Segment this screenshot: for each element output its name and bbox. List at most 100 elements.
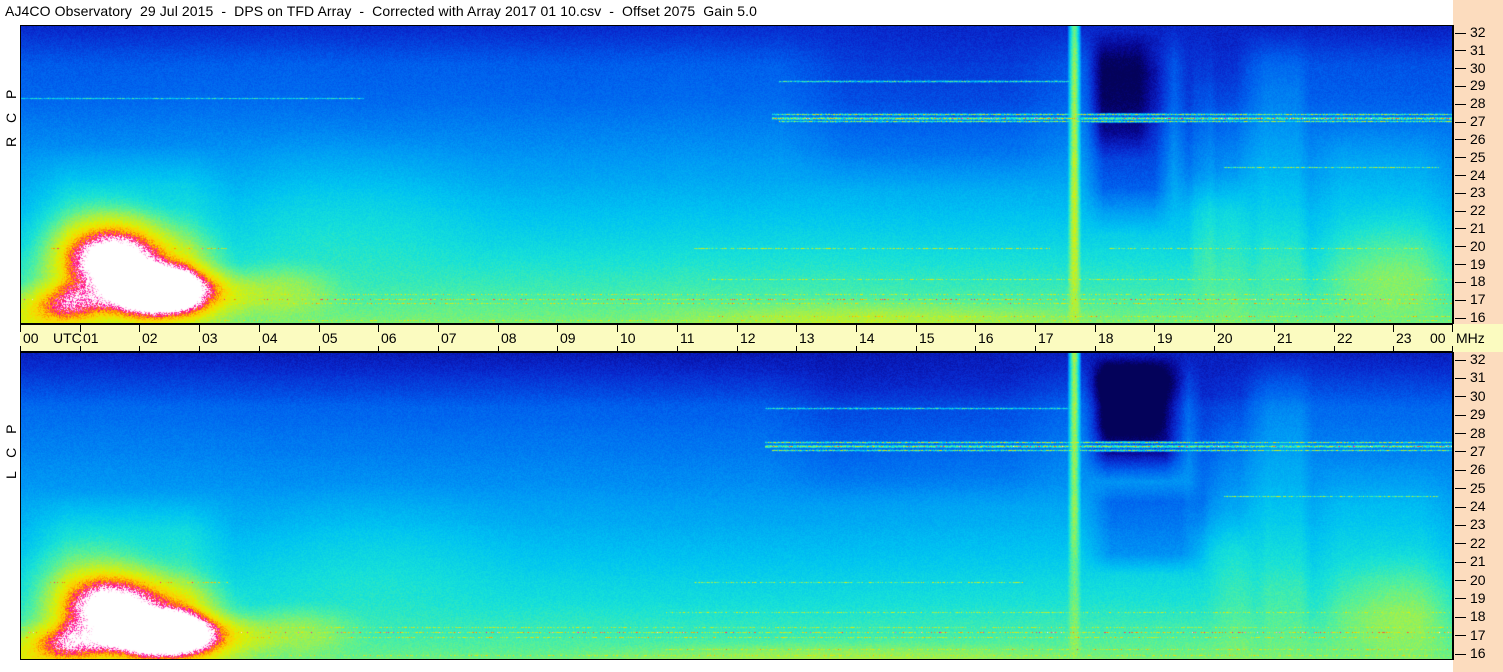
- time-tick-label: 20: [1217, 330, 1233, 346]
- time-tick: [20, 346, 21, 353]
- time-tick: [319, 346, 320, 353]
- time-tick-label: 19: [1157, 330, 1173, 346]
- frequency-tick-mark: [1455, 139, 1466, 141]
- time-tick-label: 13: [799, 330, 815, 346]
- time-tick: [1214, 325, 1215, 332]
- frequency-tick-mark: [1455, 281, 1466, 283]
- time-tick: [677, 325, 678, 332]
- frequency-axis-lcp: 32 31 30 29 28 27 26 25 24 23 22 21 20 19 18 17 16: [1453, 351, 1503, 672]
- frequency-tick-mark: [1455, 506, 1466, 508]
- time-tick: [975, 325, 976, 332]
- time-tick: [1035, 346, 1036, 353]
- frequency-tick-mark: [1455, 598, 1466, 600]
- frequency-tick-mark: [1455, 68, 1466, 70]
- frequency-tick-mark: [1455, 524, 1466, 526]
- time-tick-label: 00: [1430, 330, 1446, 346]
- frequency-tick-label: 16: [1470, 645, 1486, 661]
- frequency-tick-mark: [1455, 103, 1466, 105]
- time-tick: [856, 325, 857, 332]
- spectrogram-panel-lcp[interactable]: [20, 352, 1453, 660]
- frequency-tick-label: 24: [1470, 498, 1486, 514]
- frequency-tick-mark: [1455, 157, 1466, 159]
- frequency-tick-mark: [1455, 210, 1466, 212]
- frequency-tick-label: 20: [1470, 571, 1486, 588]
- frequency-tick-mark: [1455, 561, 1466, 563]
- frequency-tick-mark: [1455, 469, 1466, 471]
- frequency-tick-label: 23: [1470, 184, 1486, 201]
- frequency-tick-mark: [1455, 50, 1466, 52]
- frequency-tick-label: 19: [1470, 589, 1486, 606]
- time-tick: [1452, 325, 1453, 332]
- frequency-tick-label: 32: [1470, 24, 1486, 40]
- time-tick: [975, 346, 976, 353]
- frequency-tick-label: 18: [1470, 608, 1486, 625]
- frequency-tick-label: 29: [1470, 406, 1486, 423]
- spectrogram-panel-rcp[interactable]: [20, 25, 1453, 324]
- time-tick: [1035, 325, 1036, 332]
- time-tick-label: 00: [23, 330, 39, 346]
- time-tick-label: 16: [978, 330, 994, 346]
- frequency-tick-label: 25: [1470, 148, 1486, 165]
- time-tick-label: 18: [1098, 330, 1114, 346]
- frequency-tick-mark: [1455, 414, 1466, 416]
- time-tick-label: 12: [740, 330, 756, 346]
- time-tick: [80, 325, 81, 332]
- frequency-axis-rule-rcp: [1453, 25, 1454, 324]
- time-axis: 00 01 02 03 04 05 06 07 08 09 10 11 12 13 14 15 16 17 18 19…: [20, 324, 1453, 353]
- time-tick: [1334, 325, 1335, 332]
- frequency-tick-mark: [1455, 433, 1466, 434]
- time-tick-label: 21: [1277, 330, 1293, 346]
- frequency-tick-label: 32: [1470, 351, 1486, 367]
- frequency-tick-label: 21: [1470, 219, 1486, 236]
- time-tick-label: 03: [202, 330, 218, 346]
- frequency-tick-label: 26: [1470, 461, 1486, 478]
- time-tick: [1214, 346, 1215, 353]
- frequency-tick-label: 31: [1470, 369, 1486, 386]
- frequency-tick-label: 28: [1470, 424, 1486, 441]
- frequency-tick-label: 29: [1470, 77, 1486, 94]
- time-tick-label: 05: [322, 330, 338, 346]
- time-tick: [1095, 346, 1096, 353]
- frequency-tick-label: 27: [1470, 113, 1486, 130]
- frequency-tick-mark: [1455, 121, 1466, 123]
- time-tick: [1274, 325, 1275, 332]
- frequency-tick-label: 17: [1470, 291, 1486, 308]
- time-tick-label: 07: [441, 330, 457, 346]
- time-tick: [199, 325, 200, 332]
- time-tick: [796, 325, 797, 332]
- time-tick-label: 22: [1337, 330, 1353, 346]
- frequency-tick-mark: [1455, 228, 1466, 230]
- frequency-tick-label: 24: [1470, 166, 1486, 183]
- time-tick-label: 09: [560, 330, 576, 346]
- frequency-tick-mark: [1455, 543, 1466, 545]
- time-tick: [737, 346, 738, 353]
- time-tick: [378, 346, 379, 353]
- title-bar: AJ4CO Observatory 29 Jul 2015 - DPS on T…: [0, 0, 1503, 21]
- frequency-tick-mark: [1455, 317, 1466, 319]
- time-tick: [498, 325, 499, 332]
- time-tick-label: 06: [381, 330, 397, 346]
- time-tick: [1334, 346, 1335, 353]
- spectrogram-image-lcp: [20, 352, 1453, 660]
- time-tick: [617, 325, 618, 332]
- time-tick-label: 11: [680, 330, 695, 346]
- time-tick: [1154, 325, 1155, 332]
- frequency-tick-mark: [1455, 175, 1466, 176]
- polarization-label-lcp-text: L C P: [3, 419, 19, 480]
- frequency-tick-label: 25: [1470, 479, 1486, 496]
- time-tick-label: 02: [142, 330, 158, 346]
- polarization-label-rcp: R C P: [2, 85, 20, 147]
- time-tick: [856, 346, 857, 353]
- time-tick: [378, 325, 379, 332]
- frequency-tick-label: 27: [1470, 442, 1486, 459]
- frequency-tick-mark: [1455, 580, 1466, 581]
- frequency-tick-mark: [1455, 246, 1466, 248]
- frequency-tick-label: 22: [1470, 534, 1486, 551]
- utc-label: UTC: [53, 330, 82, 346]
- frequency-tick-mark: [1455, 299, 1466, 301]
- time-tick: [1274, 346, 1275, 353]
- frequency-tick-label: 30: [1470, 59, 1486, 76]
- frequency-tick-mark: [1455, 635, 1466, 637]
- frequency-tick-mark: [1455, 396, 1466, 398]
- frequency-tick-mark: [1455, 616, 1466, 618]
